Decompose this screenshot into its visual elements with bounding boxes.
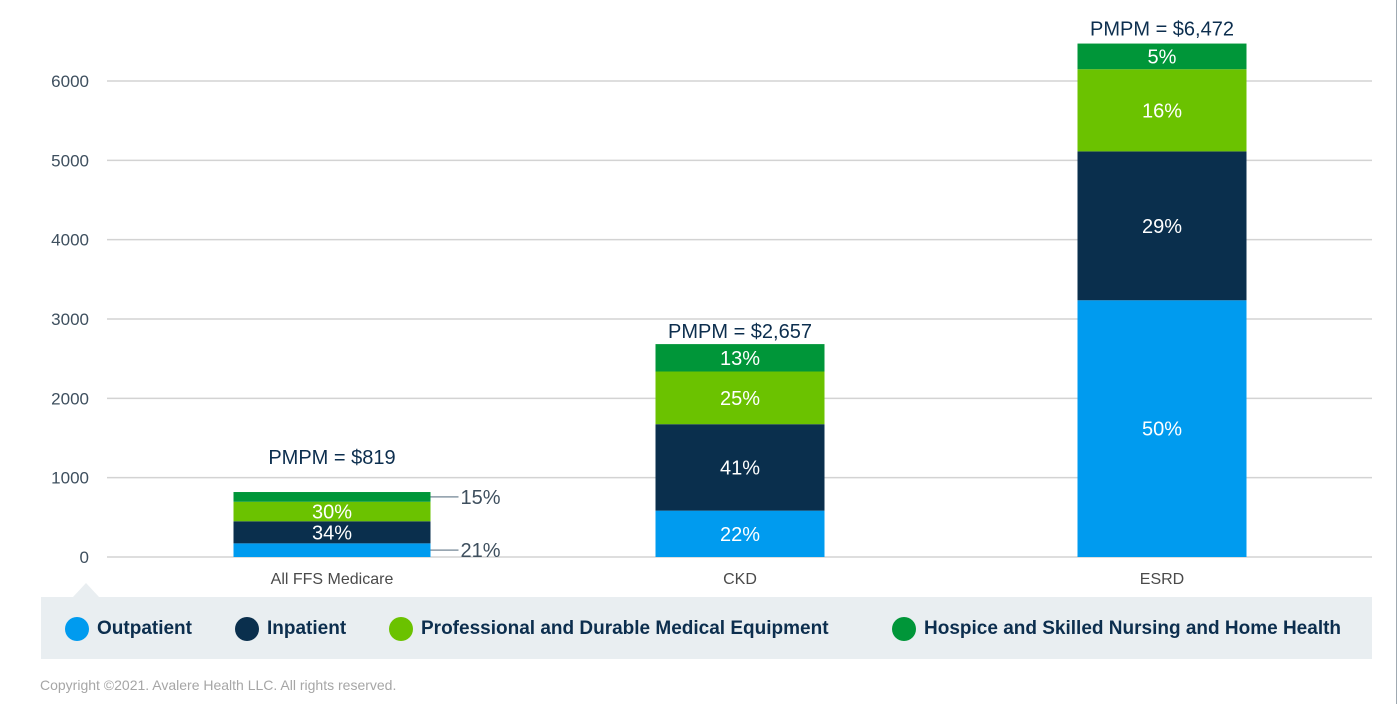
- y-tick-label: 3000: [51, 310, 89, 329]
- total-label: PMPM = $819: [268, 447, 395, 469]
- y-tick-label: 2000: [51, 389, 89, 408]
- legend-label: Hospice and Skilled Nursing and Home Hea…: [924, 618, 1342, 639]
- legend-label: Inpatient: [267, 618, 347, 639]
- copyright-text: Copyright ©2021. Avalere Health LLC. All…: [40, 677, 397, 693]
- bar-segment: [655, 344, 825, 372]
- legend-item-hospice: Hospice and Skilled Nursing and Home Hea…: [892, 617, 1341, 641]
- segment-label: 25%: [720, 388, 760, 410]
- legend-swatch-professional: [389, 617, 413, 641]
- legend-swatch-inpatient: [235, 617, 259, 641]
- x-tick-label: CKD: [723, 571, 757, 588]
- bar-segment: [655, 510, 825, 557]
- segment-label-outside: 21%: [461, 540, 501, 562]
- bars: 21% 34%30% 15% PMPM = $819 22% 41% 25% 13% PMPM …: [233, 19, 1247, 562]
- segment-label: 22%: [720, 524, 760, 546]
- segment-label: 13%: [720, 348, 760, 370]
- bar-segment: [233, 492, 431, 502]
- segment-label-outside: 15%: [461, 487, 501, 509]
- bar-segment: [1077, 43, 1247, 70]
- y-tick-label: 6000: [51, 72, 89, 91]
- y-tick-label: 1000: [51, 469, 89, 488]
- bar-segment: [655, 371, 825, 425]
- segment-label: 50%: [1142, 419, 1182, 441]
- y-tick-label: 0: [80, 548, 89, 567]
- bar-segment: [1077, 151, 1247, 301]
- bar-segment: [233, 521, 431, 544]
- bar-segment: [233, 543, 431, 557]
- bar-stack: 22% 41% 25% 13% PMPM = $2,657: [655, 321, 825, 557]
- segment-label: 34%: [312, 522, 352, 544]
- segment-label: 5%: [1148, 46, 1177, 68]
- legend-item-professional: Professional and Durable Medical Equipme…: [389, 617, 829, 641]
- x-tick-label: All FFS Medicare: [271, 571, 394, 588]
- bar-stack: 21% 34%30% 15% PMPM = $819: [233, 447, 501, 562]
- bar-segment: [233, 501, 431, 522]
- legend-label: Outpatient: [97, 618, 192, 639]
- legend-item-outpatient: Outpatient: [65, 617, 192, 641]
- y-tick-label: 5000: [51, 151, 89, 170]
- stacked-bar-chart: 0 1000 2000 3000 4000 5000 6000 21% 34%30% 15% PM…: [51, 19, 1372, 588]
- segment-label: 41%: [720, 457, 760, 479]
- legend-pointer: [73, 583, 99, 597]
- segment-label: 29%: [1142, 216, 1182, 238]
- segment-label: 30%: [312, 502, 352, 524]
- x-tick-label: ESRD: [1140, 571, 1184, 588]
- y-axis-ticks: 0 1000 2000 3000 4000 5000 6000: [51, 72, 89, 567]
- total-label: PMPM = $6,472: [1090, 19, 1234, 41]
- x-axis-labels: All FFS Medicare CKD ESRD: [271, 571, 1185, 588]
- legend: [41, 597, 1372, 659]
- legend-swatch-hospice: [892, 617, 916, 641]
- legend-label: Professional and Durable Medical Equipme…: [421, 618, 829, 639]
- segment-label: 16%: [1142, 100, 1182, 122]
- legend-item-inpatient: Inpatient: [235, 617, 346, 641]
- bar-segment: [1077, 300, 1247, 557]
- legend-swatch-outpatient: [65, 617, 89, 641]
- bar-segment: [1077, 69, 1247, 152]
- total-label: PMPM = $2,657: [668, 321, 812, 343]
- bar-segment: [655, 424, 825, 511]
- y-tick-label: 4000: [51, 231, 89, 250]
- bar-stack: 50% 29% 16% 5% PMPM = $6,472: [1077, 19, 1247, 557]
